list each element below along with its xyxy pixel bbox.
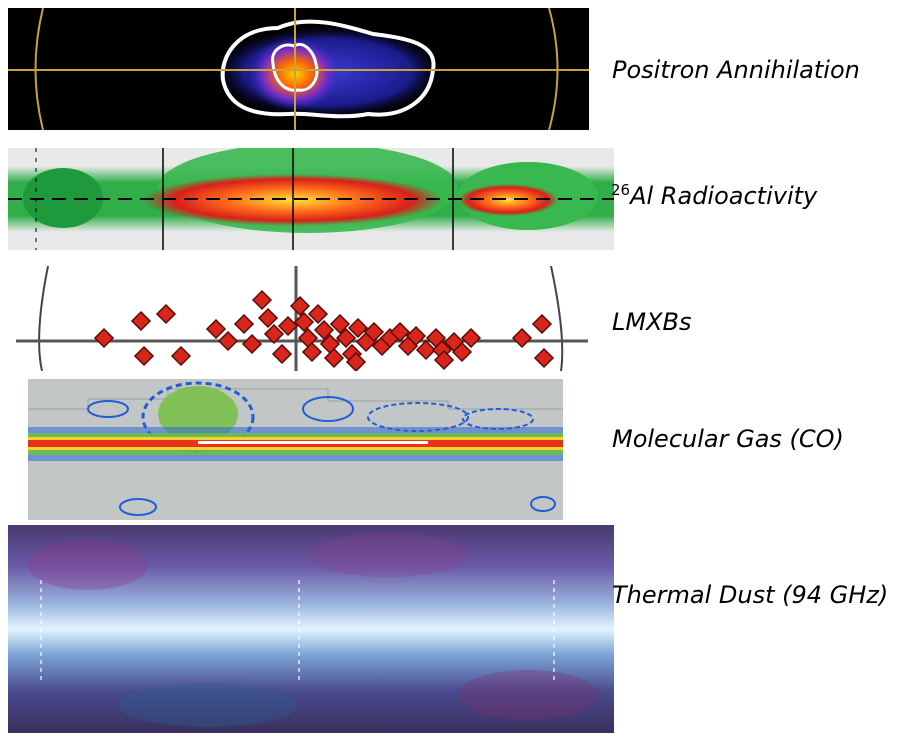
lmxb-marker [363, 321, 385, 343]
lmxb-marker [323, 347, 345, 369]
lmxb-marker [451, 341, 473, 363]
lmxb-label: LMXBs [612, 308, 692, 336]
lmxb-marker [460, 327, 482, 349]
thermal-dust-map [8, 525, 614, 733]
lmxb-map [16, 266, 588, 371]
positron-annihilation-map [8, 8, 589, 130]
lmxb-marker [271, 343, 293, 365]
positron-label: Positron Annihilation [612, 56, 860, 84]
lmxb-marker [313, 319, 335, 341]
co-label: Molecular Gas (CO) [612, 425, 844, 453]
lmxb-marker [405, 325, 427, 347]
lmxb-marker [130, 310, 152, 332]
lmxb-markers [93, 289, 555, 371]
lmxb-marker [301, 341, 323, 363]
lmxb-marker [93, 327, 115, 349]
al26-label-text: Al Radioactivity [630, 182, 818, 210]
lmxb-marker [335, 327, 357, 349]
al26-isotope-number: 26 [611, 181, 631, 199]
lmxb-marker [289, 295, 311, 317]
lmxb-marker [307, 303, 329, 325]
lmxb-marker [329, 313, 351, 335]
lmxb-marker [531, 313, 553, 335]
lmxb-marker [241, 333, 263, 355]
lmxb-marker [277, 315, 299, 337]
lmxb-marker [170, 345, 192, 367]
lmxb-marker [347, 317, 369, 339]
lmxb-marker [433, 349, 455, 371]
lmxb-marker [415, 339, 437, 361]
lmxb-marker [233, 313, 255, 335]
lmxb-marker [217, 330, 239, 352]
lmxb-marker [155, 303, 177, 325]
lmxb-marker [511, 327, 533, 349]
lmxb-marker [205, 318, 227, 340]
lmxb-marker [389, 321, 411, 343]
lmxb-marker [133, 345, 155, 367]
lmxb-marker [293, 311, 315, 333]
al26-radioactivity-map [8, 148, 614, 250]
lmxb-marker [263, 323, 285, 345]
co-molecular-gas-map [28, 379, 563, 520]
lmxb-marker [533, 347, 555, 369]
al26-label: 26Al Radioactivity [611, 181, 817, 210]
lmxb-marker [257, 307, 279, 329]
dust-label: Thermal Dust (94 GHz) [612, 581, 889, 609]
lmxb-marker [251, 289, 273, 311]
lmxb-marker [345, 351, 367, 371]
